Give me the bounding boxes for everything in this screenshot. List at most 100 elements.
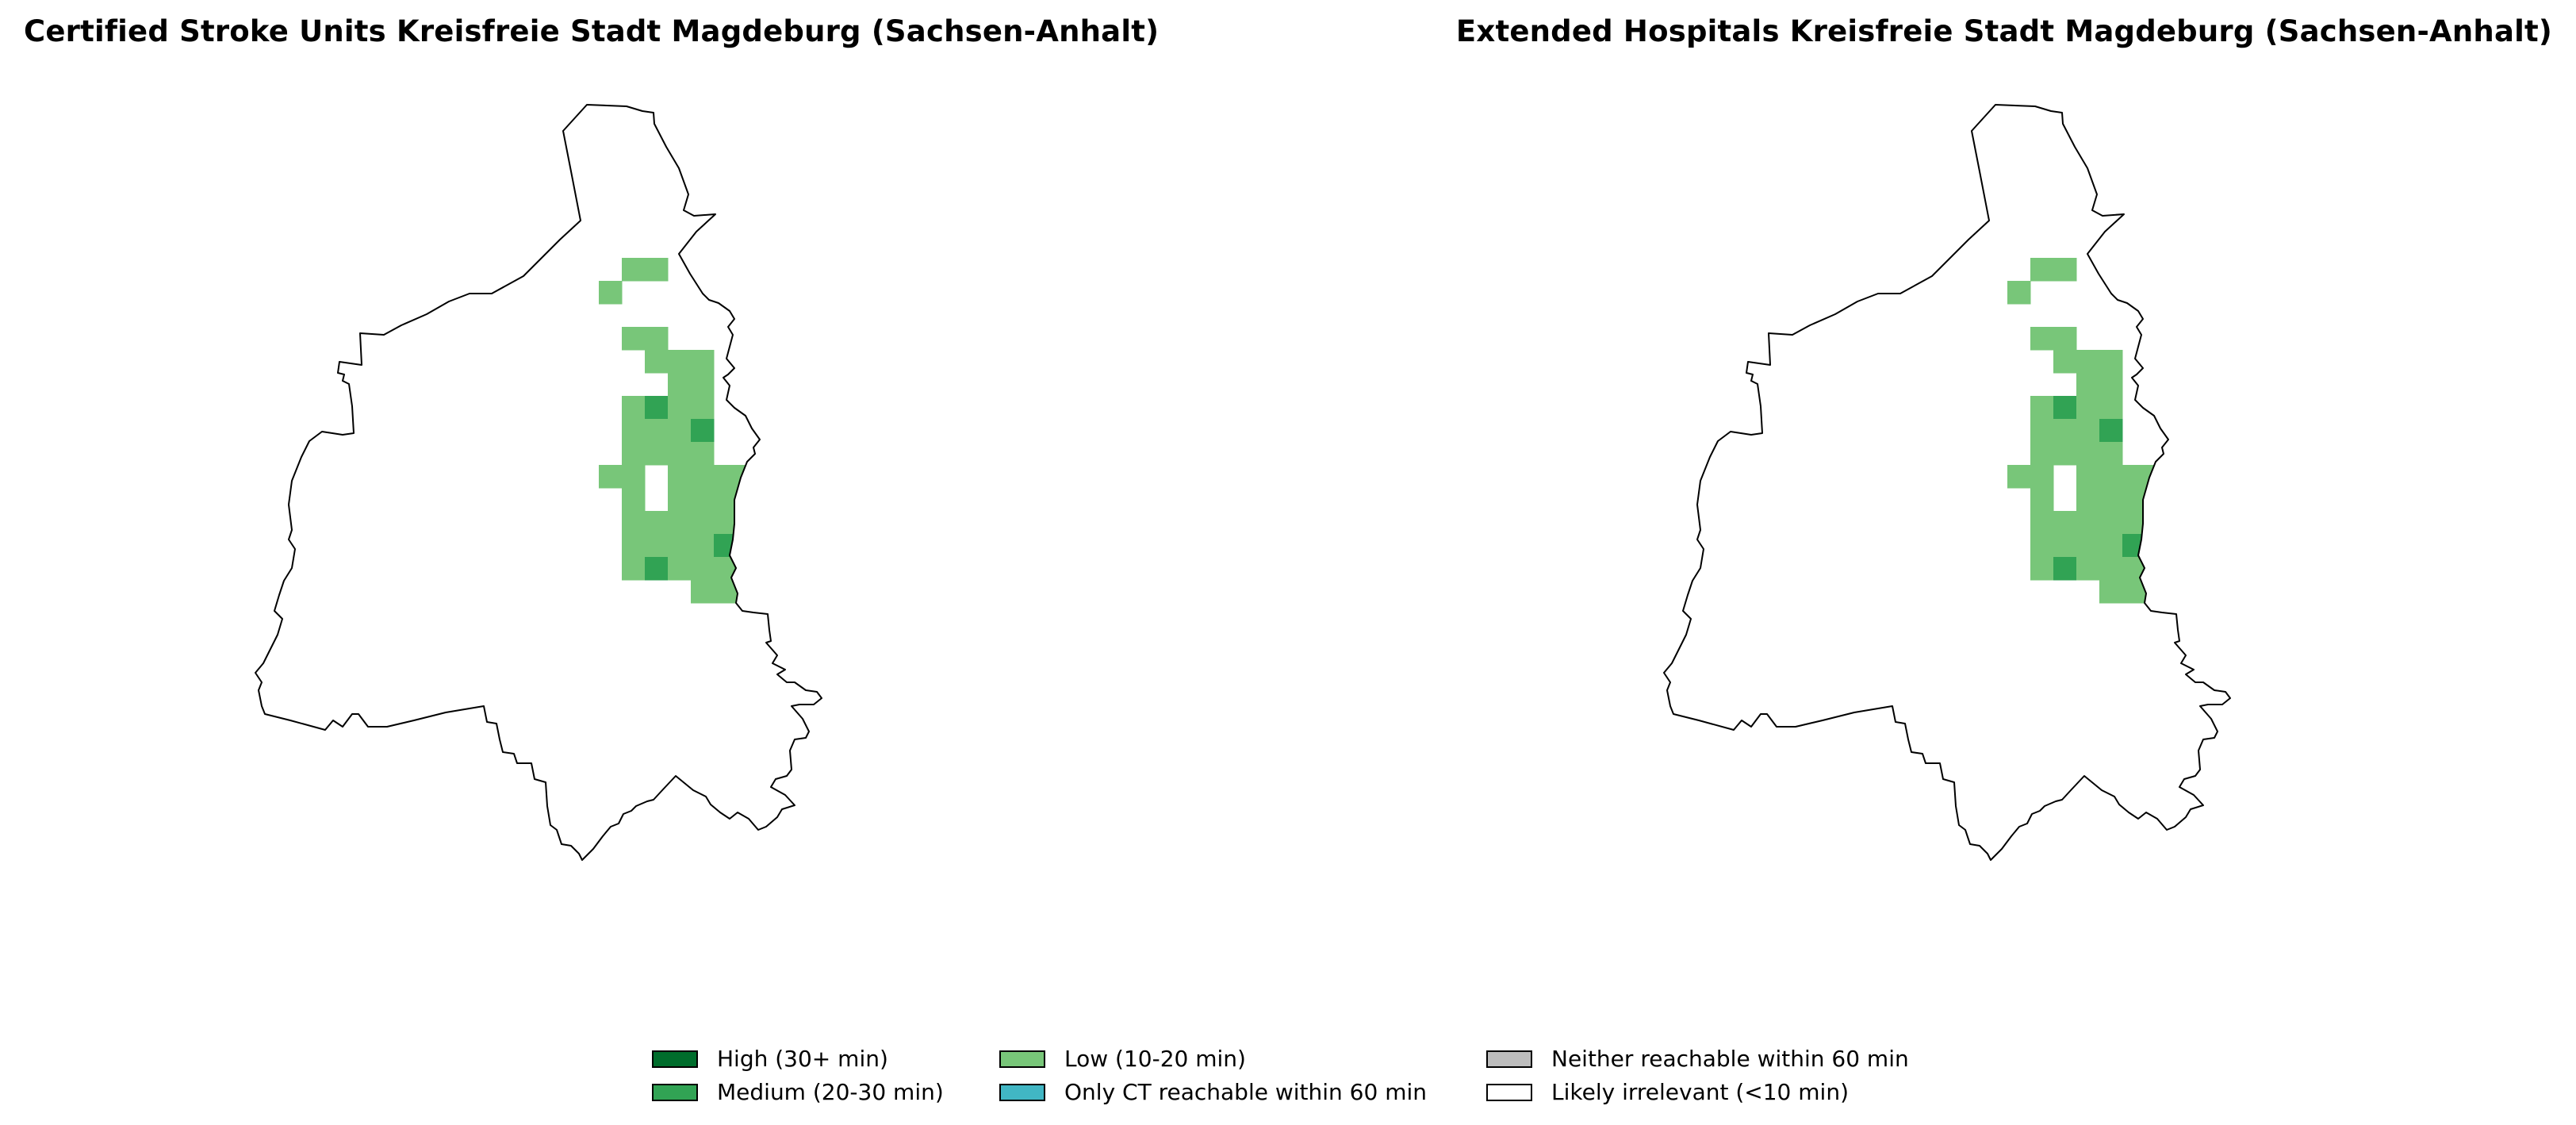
grid-cell-low: [691, 488, 715, 512]
grid-cell-low: [668, 442, 692, 466]
grid-cell-low: [2076, 373, 2100, 397]
grid-cell-low: [668, 373, 692, 397]
grid-cell-low: [645, 442, 669, 466]
grid-cell-low: [737, 534, 761, 558]
grid-cell-low: [2145, 580, 2169, 604]
grid-cell-low: [622, 327, 646, 351]
grid-cell-low: [2076, 465, 2100, 489]
grid-cell-low: [645, 419, 669, 443]
grid-cell-low: [760, 557, 784, 581]
legend-swatch-irrelevant: [1486, 1083, 1532, 1101]
grid-cell-low: [668, 465, 692, 489]
map-stroke-units: [255, 104, 822, 861]
grid-cell-low: [691, 511, 715, 535]
grid-cell-medium: [645, 396, 669, 420]
grid-cell-low: [645, 327, 669, 351]
grid-cell-low: [714, 488, 738, 512]
grid-cell-low: [2099, 557, 2123, 581]
grid-cell-low: [691, 442, 715, 466]
grid-cell-low: [714, 465, 738, 489]
grid-cell-low: [2076, 442, 2100, 466]
grid-cell-low: [2099, 465, 2123, 489]
grid-cell-low: [2168, 557, 2192, 581]
grid-cell-low: [622, 488, 646, 512]
grid-cell-low: [737, 511, 761, 535]
grid-cell-low: [2076, 419, 2100, 443]
grid-cell-low: [760, 534, 784, 558]
grid-cell-low: [645, 350, 669, 374]
grid-cell-low: [2145, 557, 2169, 581]
grid-cell-low: [668, 396, 692, 420]
grid-cell-low: [737, 488, 761, 512]
grid-cell-low: [691, 350, 715, 374]
grid-cell-low: [2030, 557, 2054, 581]
grid-cell-low: [622, 534, 646, 558]
grid-cell-low: [668, 350, 692, 374]
grid-cell-medium: [2053, 396, 2077, 420]
grid-cell-low: [622, 465, 646, 489]
grid-cell-low: [2099, 580, 2123, 604]
grid-cell-low: [2007, 281, 2031, 305]
legend-label-medium: Medium (20-30 min): [717, 1079, 944, 1105]
map-extended-hospitals: [1663, 104, 2231, 861]
legend-swatch-only-ct: [999, 1083, 1045, 1101]
grid-cell-low: [737, 580, 761, 604]
grid-cell-low: [783, 511, 807, 535]
grid-cell-low: [691, 534, 715, 558]
legend-item-neither: Neither reachable within 60 min: [1486, 1046, 1909, 1072]
legend-item-only-ct: Only CT reachable within 60 min: [999, 1079, 1427, 1105]
grid-cell-low: [2030, 488, 2054, 512]
grid-cell-low: [691, 396, 715, 420]
grid-cell-low: [668, 534, 692, 558]
grid-cell-low: [691, 465, 715, 489]
grid-cell-low: [691, 557, 715, 581]
legend: High (30+ min) Medium (20-30 min) Low (1…: [652, 1046, 1937, 1117]
grid-cell-low: [2076, 557, 2100, 581]
legend-item-irrelevant: Likely irrelevant (<10 min): [1486, 1079, 1849, 1105]
grid-cell-low: [622, 442, 646, 466]
grid-cell-medium: [691, 419, 715, 443]
grid-cell-low: [2076, 488, 2100, 512]
legend-swatch-high: [652, 1050, 698, 1068]
legend-label-neither: Neither reachable within 60 min: [1551, 1046, 1909, 1072]
grid-cell-low: [668, 488, 692, 512]
grid-cell-low: [2030, 258, 2054, 282]
grid-cell-low: [2007, 465, 2031, 489]
grid-cell-low: [2168, 511, 2192, 535]
district-boundary: [1663, 104, 2231, 861]
panel-title-extended-hospitals: Extended Hospitals Kreisfreie Stadt Magd…: [1455, 14, 2552, 48]
grid-cell-low: [2122, 557, 2146, 581]
grid-cell-low: [2122, 488, 2146, 512]
grid-cell-low: [2099, 373, 2123, 397]
grid-cell-low: [2099, 511, 2123, 535]
district-boundary: [255, 104, 822, 861]
grid-cell-low: [622, 511, 646, 535]
grid-cell-low: [2076, 396, 2100, 420]
grid-cell-low: [2053, 534, 2077, 558]
grid-cell-low: [760, 488, 784, 512]
panel-title-stroke-units: Certified Stroke Units Kreisfreie Stadt …: [24, 14, 1160, 48]
travel-time-grid: [599, 258, 807, 604]
grid-cell-low: [2053, 258, 2077, 282]
legend-swatch-neither: [1486, 1050, 1532, 1068]
grid-cell-low: [622, 258, 646, 282]
grid-cell-low: [691, 580, 715, 604]
grid-cell-low: [737, 557, 761, 581]
legend-label-irrelevant: Likely irrelevant (<10 min): [1551, 1079, 1849, 1105]
grid-cell-medium: [645, 557, 669, 581]
grid-cell-low: [645, 258, 669, 282]
grid-cell-low: [2053, 419, 2077, 443]
grid-cell-low: [622, 419, 646, 443]
grid-cell-low: [2053, 511, 2077, 535]
grid-cell-low: [2030, 534, 2054, 558]
grid-cell-medium: [2099, 419, 2123, 443]
grid-cell-low: [645, 511, 669, 535]
grid-cell-low: [2168, 488, 2192, 512]
grid-cell-low: [760, 511, 784, 535]
grid-cell-low: [714, 557, 738, 581]
grid-cell-low: [2053, 327, 2077, 351]
grid-cell-low: [2030, 442, 2054, 466]
grid-cell-low: [2030, 465, 2054, 489]
grid-cell-low: [2053, 350, 2077, 374]
grid-cell-low: [2076, 534, 2100, 558]
